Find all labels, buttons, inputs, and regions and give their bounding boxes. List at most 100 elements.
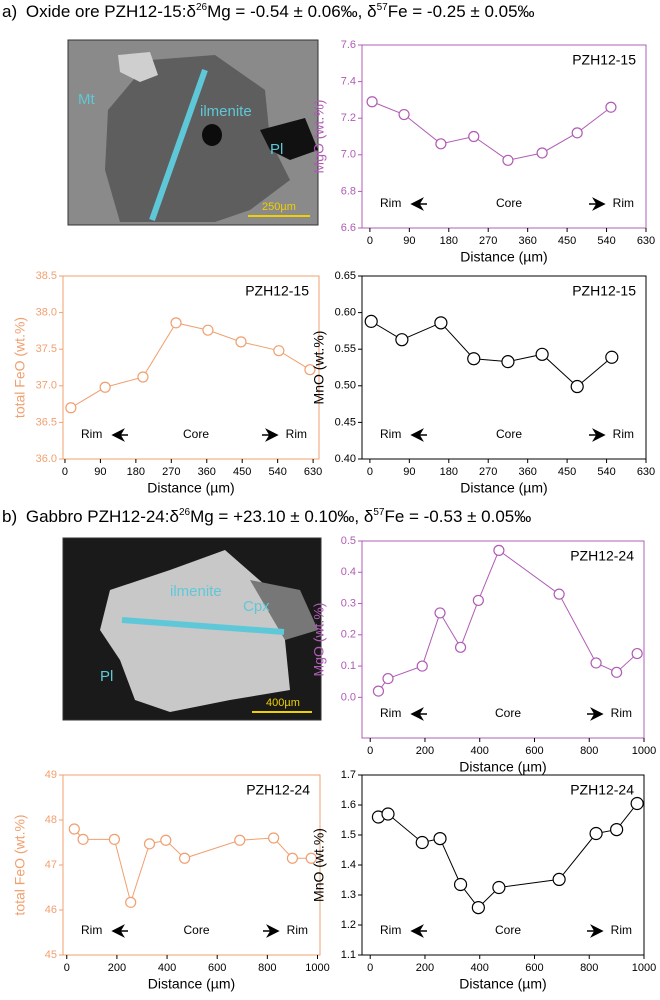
y-tick-label: 1.1 [341,949,356,961]
y-tick-label: 6.8 [341,185,356,197]
y-tick-label: 7.2 [341,112,356,124]
grain [250,580,318,640]
annotation: Core [495,706,521,720]
data-line [371,101,612,161]
annotation: Core [495,923,521,937]
plot-frame [361,540,645,739]
y-tick-label: 0.55 [335,343,356,355]
annotation: Rim [81,923,102,937]
data-point [630,796,644,811]
y-axis-label: MgO (wt.%) [311,100,327,174]
x-tick-label: 800 [258,962,276,974]
y-tick-label: 46 [45,904,57,916]
x-tick-label: 0 [367,962,373,974]
annotation: Rim [611,706,632,720]
data-point [99,381,111,393]
x-tick-label: 0 [64,962,70,974]
data-point [137,371,149,383]
y-tick-label: 36.5 [36,416,57,428]
data-point [68,823,80,835]
x-tick-label: 630 [637,235,655,247]
y-tick-label: 47 [45,859,57,871]
header-text: Gabbro PZH12-24:δ [26,507,179,526]
data-point [65,402,77,414]
y-tick-label: 0.0 [341,691,356,703]
x-tick-label: 270 [479,235,497,247]
data-point [364,314,378,328]
x-axis-label: Distance (µm) [459,759,546,775]
data-point [125,896,137,908]
y-axis-label: total FeO (wt.%) [12,317,28,418]
data-point [552,872,566,887]
data-point [571,127,583,139]
panel-tag: PZH12-24 [570,782,634,798]
y-axis-label: MnO (wt.%) [311,828,327,902]
y-tick-label: 49 [45,769,57,781]
y-tick-label: 1.3 [341,889,356,901]
micrograph: ilmenite Cpx Pl 400µm [62,537,322,721]
data-point [471,900,485,915]
arrow [589,197,606,211]
data-point [434,607,446,619]
grain [118,52,158,82]
x-tick-label: 0 [367,466,373,478]
x-tick-label: 0 [62,466,68,478]
y-tick-label: 7.6 [341,39,356,51]
x-tick-label: 400 [471,962,489,974]
x-tick-label: 800 [580,745,598,757]
data-point [611,666,623,678]
annotation: Rim [380,427,401,441]
arrow [263,924,280,938]
x-tick-label: 600 [525,962,543,974]
annotation: Rim [613,427,634,441]
header-sup: 57 [373,507,385,518]
profile-line [149,69,208,221]
x-tick-label: 600 [525,745,543,757]
y-tick-label: 1.6 [341,799,356,811]
x-tick-label: 400 [158,962,176,974]
data-point [416,660,428,672]
data-point [77,833,89,845]
data-point [304,364,316,376]
grain [202,124,222,146]
y-tick-label: 0.40 [335,453,356,465]
header-sup: 26 [196,2,208,13]
data-point [372,685,385,697]
data-point [502,154,514,166]
data-point [108,833,121,845]
grain [100,550,300,712]
panel-tag: PZH12-15 [572,52,636,68]
y-tick-label: 45 [45,949,57,961]
data-point [492,880,506,895]
arrow [111,924,128,938]
x-tick-label: 800 [580,962,598,974]
header-text: Fe = -0.53 ± 0.05‰ [384,507,531,526]
x-axis-label: Distance (µm) [147,480,234,496]
y-tick-label: 48 [45,814,57,826]
data-point [273,345,285,357]
x-axis-label: Distance (µm) [148,976,235,992]
x-tick-label: 90 [403,235,415,247]
data-point [235,336,247,348]
data-point [493,544,505,556]
x-tick-label: 400 [471,745,489,757]
arrow [410,707,427,721]
y-tick-label: 1.7 [341,769,356,781]
x-tick-label: 1000 [632,962,656,974]
x-tick-label: 540 [597,235,615,247]
arrow [111,428,128,442]
x-tick-label: 0 [367,235,373,247]
x-tick-label: 630 [637,466,655,478]
x-tick-label: 1000 [632,745,656,757]
arrow [410,197,427,211]
y-tick-label: 0.5 [341,535,356,547]
mineral-label: Pl [100,668,113,685]
data-point [605,350,619,364]
grain [260,118,318,160]
x-tick-label: 180 [440,466,458,478]
panel-tag: PZH12-24 [246,782,310,798]
x-tick-label: 200 [416,962,434,974]
data-point [179,852,191,864]
y-tick-label: 7.0 [341,149,356,161]
